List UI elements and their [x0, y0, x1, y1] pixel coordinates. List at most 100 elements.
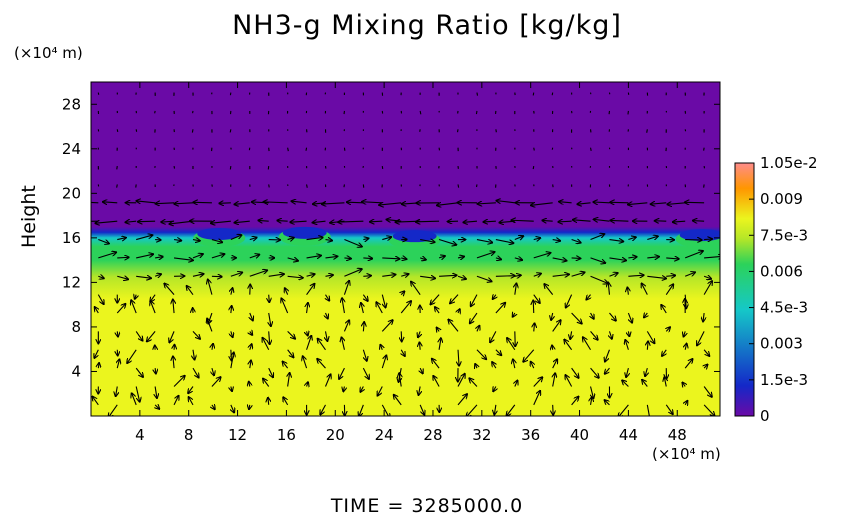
wind-vector — [590, 257, 606, 263]
wind-vector — [495, 303, 505, 314]
wind-vector — [609, 312, 615, 321]
wind-vector — [469, 378, 478, 387]
wind-vector — [189, 397, 194, 406]
wind-vector — [533, 253, 551, 259]
wind-vector — [250, 361, 251, 369]
wind-vector — [457, 276, 466, 279]
wind-vector — [609, 331, 611, 338]
wind-vector — [95, 307, 99, 314]
wind-vector — [281, 299, 289, 314]
wind-vector — [381, 320, 392, 332]
wind-vector — [188, 386, 194, 393]
wind-vector — [457, 374, 465, 387]
wind-vector — [363, 258, 372, 259]
wind-vector — [495, 349, 501, 355]
wind-vector — [147, 331, 156, 341]
wind-vector — [497, 201, 515, 203]
wind-vector — [173, 258, 193, 260]
wind-vector — [511, 220, 534, 221]
wind-vector — [684, 251, 703, 259]
wind-vector — [192, 274, 203, 276]
wind-vector — [229, 129, 232, 133]
wind-vector — [493, 386, 496, 391]
wind-vector — [515, 381, 518, 387]
y-tick-label: 4 — [71, 362, 81, 380]
wind-vector — [268, 398, 269, 405]
wind-vector — [476, 275, 491, 281]
wind-vector — [552, 359, 557, 369]
wind-vector — [552, 258, 567, 261]
wind-vector — [173, 357, 174, 369]
wind-vector — [475, 110, 478, 115]
wind-vector — [542, 220, 553, 221]
wind-vector — [94, 349, 98, 358]
wind-vector — [381, 356, 386, 369]
wind-vector — [211, 254, 224, 259]
x-tick-label: 16 — [277, 426, 296, 444]
wind-vector — [628, 203, 648, 205]
wind-vector — [605, 349, 610, 362]
wind-vector — [514, 236, 523, 239]
wind-vector — [476, 252, 494, 259]
wind-vector — [523, 349, 535, 362]
wind-vector — [363, 322, 364, 332]
wind-vector — [380, 345, 382, 350]
wind-vector — [495, 258, 501, 259]
wind-vector — [419, 343, 420, 350]
wind-vector — [571, 240, 581, 243]
x-axis-unit: (×10⁴ m) — [652, 445, 721, 463]
wind-vectors — [91, 92, 720, 416]
wind-vector — [571, 272, 585, 277]
wind-vector — [608, 283, 609, 295]
wind-vector — [685, 294, 686, 309]
wind-vector — [306, 184, 308, 188]
wind-vector — [155, 257, 163, 258]
wind-vector — [566, 294, 573, 308]
wind-vector — [647, 404, 650, 416]
wind-vector — [154, 274, 161, 276]
wind-vector — [268, 274, 284, 276]
wind-vector — [534, 323, 535, 332]
wind-vector — [135, 295, 136, 299]
wind-vector — [666, 327, 670, 331]
y-tick-label: 8 — [71, 318, 81, 336]
wind-vector — [399, 368, 402, 382]
wind-vector — [697, 331, 705, 345]
wind-vector — [394, 395, 402, 406]
wind-vector — [437, 328, 439, 332]
wind-vector — [135, 367, 143, 377]
wind-vector — [704, 365, 707, 368]
wind-vector — [646, 129, 648, 133]
wind-vector — [326, 312, 328, 318]
wind-vector — [230, 235, 242, 241]
wind-vector — [287, 147, 289, 152]
wind-vector — [98, 276, 103, 278]
wind-vector — [400, 301, 411, 314]
wind-vector — [343, 386, 344, 391]
wind-vector — [98, 363, 99, 369]
wind-vector — [249, 405, 250, 409]
wind-vector — [552, 346, 553, 350]
wind-vector — [611, 220, 629, 221]
wind-vector — [590, 367, 599, 378]
wind-vector — [591, 312, 594, 319]
wind-vector — [418, 331, 420, 337]
wind-vector — [173, 396, 178, 406]
wind-vector — [684, 359, 692, 369]
wind-vector — [135, 331, 142, 340]
wind-vector — [339, 367, 345, 379]
wind-vector — [559, 202, 572, 203]
wind-vector — [662, 349, 666, 356]
wind-vector — [363, 276, 370, 277]
wind-vector — [363, 294, 367, 301]
wind-vector — [322, 203, 345, 204]
wind-vector — [283, 397, 289, 406]
wind-vector — [376, 302, 383, 314]
wind-vector — [432, 359, 440, 369]
wind-vector — [627, 288, 628, 295]
wind-vector — [531, 362, 534, 369]
wind-vector — [628, 275, 643, 276]
wind-vector — [117, 276, 128, 279]
wind-vector — [264, 202, 288, 203]
wind-vector — [103, 202, 118, 203]
